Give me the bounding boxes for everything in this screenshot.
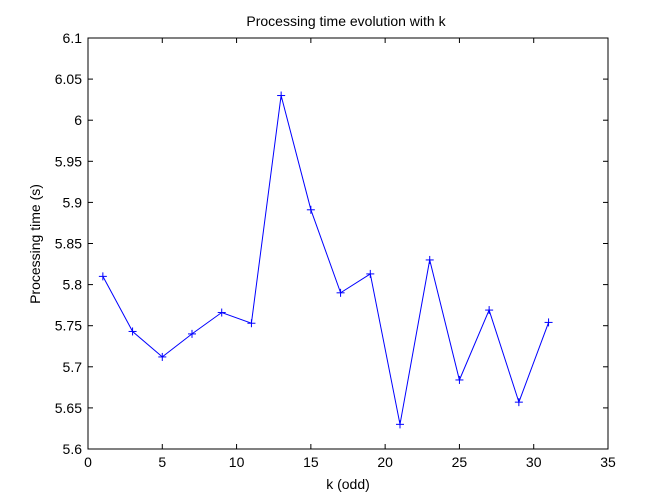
y-tick-label: 6.1	[63, 30, 83, 46]
data-point-marker	[188, 329, 196, 338]
x-tick-label: 5	[158, 454, 166, 470]
data-point-marker	[396, 420, 404, 429]
data-point-marker	[425, 255, 434, 264]
x-tick-label: 35	[600, 454, 616, 470]
y-tick-label: 5.8	[63, 277, 83, 293]
y-axis-label: Processing time (s)	[27, 184, 43, 304]
data-point-marker	[514, 398, 523, 407]
data-point-marker	[366, 269, 375, 278]
y-tick-label: 5.7	[63, 359, 83, 375]
x-axis-label: k (odd)	[326, 476, 370, 492]
y-tick-label: 6	[74, 112, 82, 128]
x-tick-label: 20	[377, 454, 393, 470]
series-layer	[98, 91, 553, 429]
data-point-marker	[277, 91, 286, 100]
x-tick-label: 10	[229, 454, 245, 470]
data-point-marker	[336, 288, 345, 297]
data-point-marker	[217, 308, 226, 317]
data-point-marker	[98, 272, 107, 281]
x-axis: 0 5 10 15 20 25 30 35	[84, 38, 616, 470]
data-point-marker	[128, 327, 137, 336]
data-point-marker	[158, 352, 167, 361]
data-point-marker	[485, 306, 494, 315]
y-tick-label: 5.85	[55, 236, 82, 252]
chart-title: Processing time evolution with k	[246, 13, 446, 29]
y-tick-label: 5.75	[55, 318, 82, 334]
y-tick-label: 5.65	[55, 400, 82, 416]
data-point-marker	[247, 319, 256, 328]
x-tick-label: 30	[526, 454, 542, 470]
y-tick-label: 5.6	[63, 441, 83, 457]
data-point-marker	[544, 318, 553, 327]
data-point-marker	[306, 205, 315, 214]
y-tick-label: 5.9	[63, 194, 83, 210]
x-tick-label: 0	[84, 454, 92, 470]
plot-area	[87, 37, 609, 450]
y-tick-label: 6.05	[55, 71, 82, 87]
series-line	[102, 95, 550, 425]
x-tick-label: 25	[452, 454, 468, 470]
x-tick-label: 15	[303, 454, 319, 470]
data-point-marker	[455, 375, 464, 384]
y-axis: 5.6 5.65 5.7 5.75 5.8 5.85 5.9 5.95 6 6.05 6.1	[55, 30, 608, 457]
y-tick-label: 5.95	[55, 153, 82, 169]
